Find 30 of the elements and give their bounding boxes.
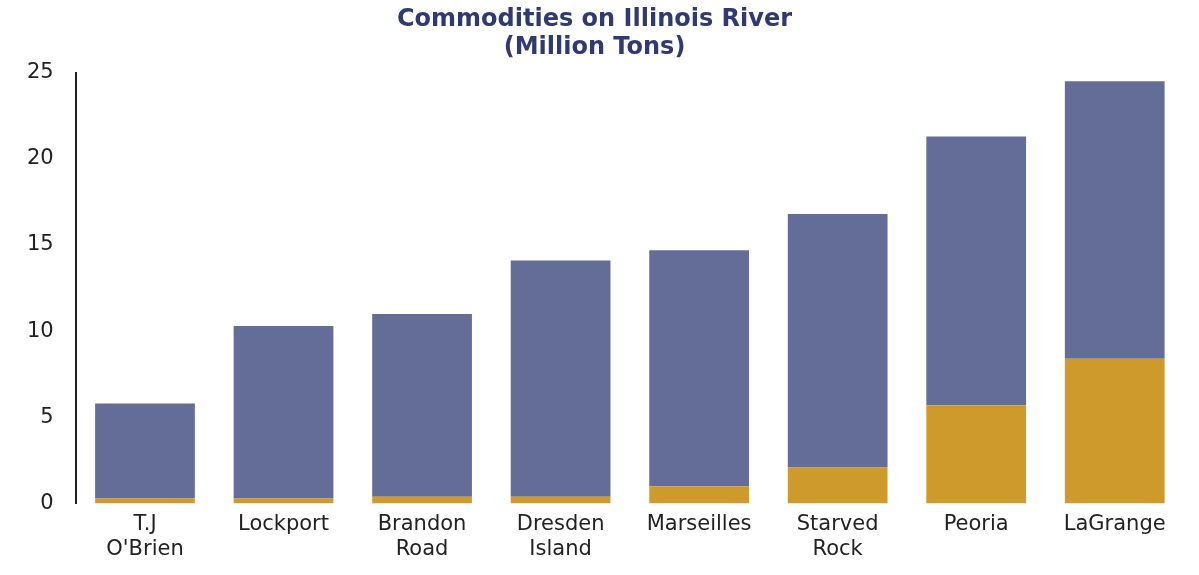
bar (926, 136, 1027, 406)
x-tick-label: Marseilles (646, 510, 752, 535)
bar (926, 405, 1027, 504)
bar (787, 213, 888, 468)
bar (510, 260, 611, 497)
x-tick-label: Dresden Island (516, 510, 605, 560)
x-tick-label: Starved Rock (796, 510, 879, 560)
y-tick-label: 20 (26, 145, 54, 170)
x-tick-label: Lockport (238, 510, 329, 535)
x-tick-label: Brandon Road (377, 510, 467, 560)
x-tick-label: T.J O'Brien (106, 510, 184, 560)
chart-subtitle: (Million Tons) (503, 32, 686, 61)
bar (1064, 81, 1165, 359)
bar (372, 313, 472, 497)
y-tick-label: 25 (26, 59, 54, 84)
bar (649, 250, 749, 487)
x-tick-label: LaGrange (1063, 510, 1166, 535)
x-tick-label: Peoria (943, 510, 1009, 535)
chart-title: Commodities on Illinois River (396, 3, 793, 32)
bar (649, 486, 749, 504)
bar (233, 326, 334, 499)
bar (95, 403, 195, 499)
bar (233, 498, 334, 504)
y-tick-label: 5 (40, 403, 54, 428)
y-tick-label: 0 (40, 490, 54, 515)
y-tick-label: 15 (26, 231, 54, 256)
bar (95, 498, 195, 504)
bar (1064, 358, 1165, 504)
bar (787, 467, 888, 504)
y-tick-label: 10 (26, 317, 54, 342)
